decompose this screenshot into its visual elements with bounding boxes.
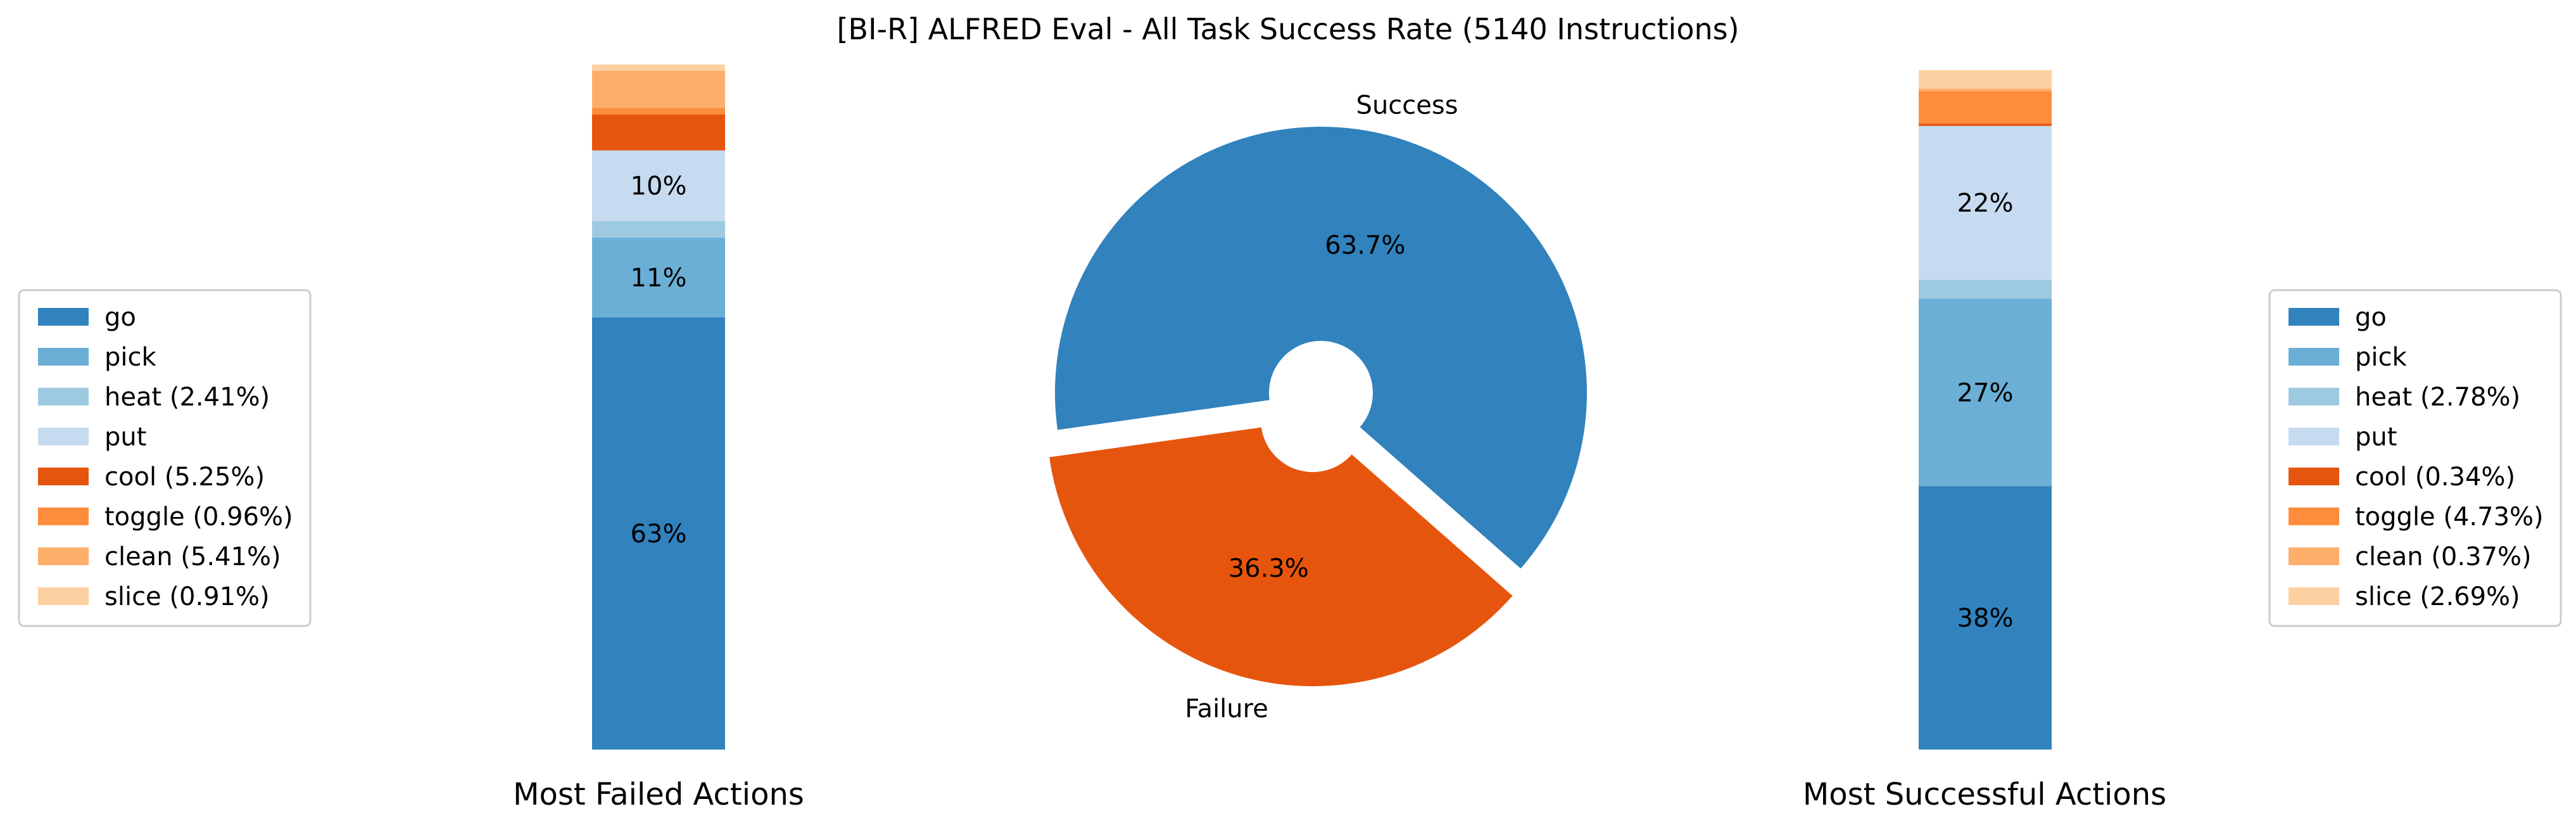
legend-entry-pick: pick bbox=[104, 343, 156, 372]
legend-entry-clean: clean (0.37%) bbox=[2355, 542, 2532, 571]
bar-segment-clean bbox=[1919, 88, 2052, 91]
successful-actions-bar: 38% 27% 22% bbox=[1919, 70, 2052, 750]
failed-actions-bar: 63% 11% 10% bbox=[592, 64, 725, 750]
legend-entry-toggle: toggle (4.73%) bbox=[2355, 502, 2544, 532]
legend-swatch-clean bbox=[2289, 547, 2339, 565]
legend-entry-put: put bbox=[2355, 423, 2397, 452]
successful-actions-legend: go pick heat (2.78%) put cool (0.34%) toggle … bbox=[2268, 289, 2562, 627]
bar-segment-slice bbox=[592, 64, 725, 71]
legend-entry-clean: clean (5.41%) bbox=[104, 542, 281, 571]
chart-title: [BI-R] ALFRED Eval - All Task Success Ra… bbox=[837, 12, 1739, 46]
pie-slice-label: Failure bbox=[1185, 694, 1268, 724]
legend-entry-go: go bbox=[2355, 303, 2387, 332]
bar-segment-go bbox=[1919, 486, 2052, 750]
pie-slice-label: Success bbox=[1356, 91, 1458, 120]
legend-entry-cool: cool (5.25%) bbox=[104, 463, 265, 492]
bar-segment-label: 38% bbox=[1957, 604, 2014, 633]
bar-segment-cool bbox=[1919, 124, 2052, 126]
bar-segment-label: 22% bbox=[1957, 189, 2014, 218]
bar-segment-slice bbox=[1919, 70, 2052, 89]
legend-swatch-clean bbox=[38, 547, 89, 565]
legend-swatch-pick bbox=[38, 348, 89, 366]
bar-segment-pick bbox=[592, 238, 725, 317]
bar-segment-cool bbox=[592, 114, 725, 151]
bar-segment-label: 11% bbox=[631, 264, 687, 293]
bar-segment-put bbox=[592, 150, 725, 221]
legend-swatch-heat bbox=[2289, 388, 2339, 405]
legend-frame bbox=[18, 289, 312, 627]
legend-swatch-toggle bbox=[38, 508, 89, 525]
pie-value-label: 36.3% bbox=[1228, 554, 1309, 583]
legend-swatch-cool bbox=[38, 468, 89, 485]
bar-segment-heat bbox=[1919, 279, 2052, 299]
bar-segment-toggle bbox=[1919, 91, 2052, 124]
pie-slice-failure bbox=[1049, 427, 1513, 687]
legend-entry-toggle: toggle (0.96%) bbox=[104, 502, 293, 532]
legend-entry-cool: cool (0.34%) bbox=[2355, 463, 2515, 492]
legend-swatch-slice bbox=[38, 587, 89, 605]
bar-segment-label: 63% bbox=[631, 520, 687, 549]
legend-swatch-pick bbox=[2289, 348, 2339, 366]
failed-actions-title: Most Failed Actions bbox=[513, 777, 804, 812]
legend-frame bbox=[2268, 289, 2562, 627]
pie-slice-success bbox=[1055, 127, 1587, 569]
legend-swatch-go bbox=[2289, 308, 2339, 326]
legend-swatch-put bbox=[2289, 428, 2339, 445]
bar-segment-clean bbox=[592, 70, 725, 108]
legend-entry-heat: heat (2.78%) bbox=[2355, 383, 2520, 412]
legend-entry-heat: heat (2.41%) bbox=[104, 383, 270, 412]
successful-actions-title: Most Successful Actions bbox=[1803, 777, 2166, 812]
legend-swatch-go bbox=[38, 308, 89, 326]
bar-segment-put bbox=[1919, 125, 2052, 280]
legend-entry-slice: slice (0.91%) bbox=[104, 582, 270, 611]
bar-segment-toggle bbox=[592, 108, 725, 115]
pie-chart: 63.7% Success 36.3% Failure bbox=[1049, 91, 1587, 724]
legend-entry-put: put bbox=[104, 423, 146, 452]
legend-swatch-put bbox=[38, 428, 89, 445]
legend-entry-slice: slice (2.69%) bbox=[2355, 582, 2520, 611]
bar-segment-heat bbox=[592, 220, 725, 238]
legend-swatch-heat bbox=[38, 388, 89, 405]
legend-entry-go: go bbox=[104, 303, 136, 332]
legend-swatch-cool bbox=[2289, 468, 2339, 485]
bar-segment-label: 10% bbox=[631, 172, 687, 201]
bar-segment-pick bbox=[1919, 298, 2052, 487]
failed-actions-legend: go pick heat (2.41%) put cool (5.25%) toggle … bbox=[18, 289, 312, 627]
bar-segment-label: 27% bbox=[1957, 378, 2014, 407]
bar-segment-go bbox=[592, 317, 725, 750]
legend-swatch-slice bbox=[2289, 587, 2339, 605]
legend-entry-pick: pick bbox=[2355, 343, 2407, 372]
pie-value-label: 63.7% bbox=[1325, 231, 1405, 260]
legend-swatch-toggle bbox=[2289, 508, 2339, 525]
